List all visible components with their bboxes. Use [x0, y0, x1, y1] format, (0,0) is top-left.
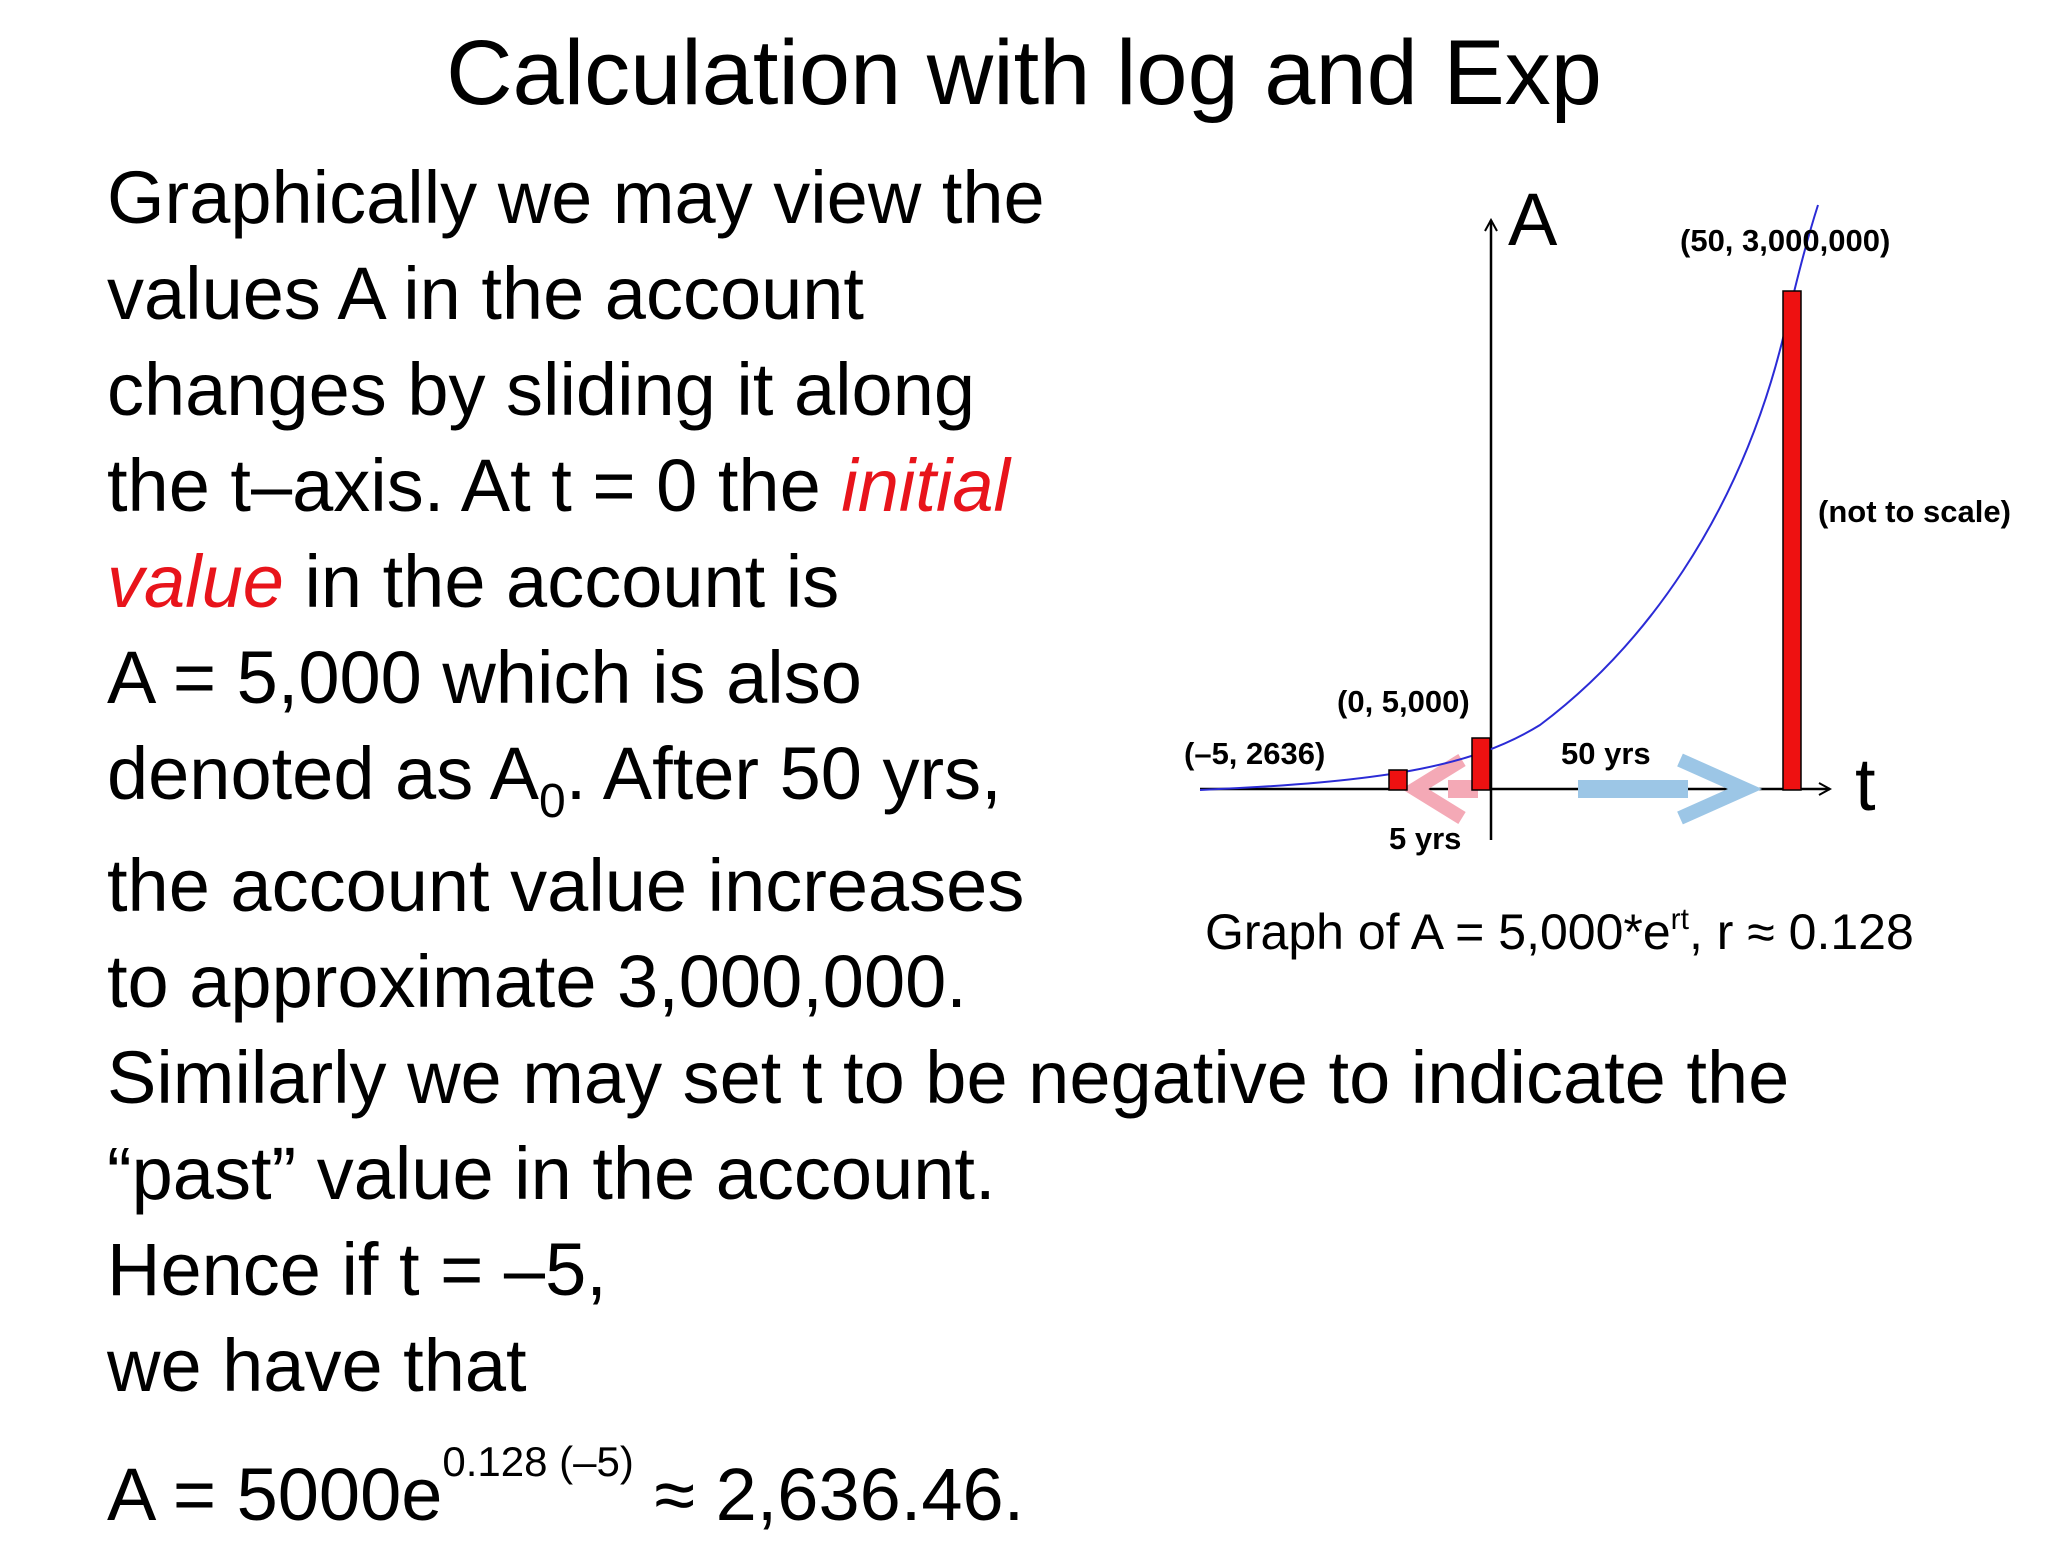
paragraph-line-14: A = 5000e0.128 (–5) ≈ 2,636.46.	[107, 1414, 1024, 1543]
value-bars	[1388, 290, 1802, 791]
caption-rate: , r ≈ 0.128	[1688, 904, 1914, 960]
paragraph-line-6: A = 5,000 which is also	[107, 636, 862, 719]
paragraph-line-10: Similarly we may set t to be negative to…	[107, 1036, 1790, 1119]
slide-title: Calculation with log and Exp	[446, 22, 1602, 124]
paragraph-line-4: the t–axis. At t = 0 the initial	[107, 438, 1010, 534]
paragraph-line-2: values A in the account	[107, 252, 864, 335]
initial-value-highlight-2: value	[107, 540, 284, 623]
bar-future	[1782, 290, 1802, 791]
point-initial-label: (0, 5,000)	[1337, 684, 1470, 719]
paragraph-line-8: the account value increases	[107, 844, 1025, 927]
paragraph-line-3: changes by sliding it along	[107, 348, 976, 431]
caption-exponent: rt	[1670, 903, 1689, 936]
line-5-text: in the account is	[283, 540, 840, 623]
formula-exponent: 0.128 (–5)	[442, 1438, 634, 1485]
fifty-years-label: 50 yrs	[1561, 736, 1651, 771]
a-zero-subscript: 0	[539, 775, 566, 828]
paragraph-line-13: we have that	[107, 1324, 527, 1407]
graph-caption: Graph of A = 5,000*ert, r ≈ 0.128	[1205, 890, 1914, 962]
paragraph-line-9: to approximate 3,000,000.	[107, 940, 967, 1023]
fifty-years-arrow	[1578, 753, 1763, 825]
a-axis-label: A	[1508, 178, 1558, 261]
growth-curve	[1199, 204, 1819, 791]
caption-text: Graph of A = 5,000*e	[1205, 904, 1671, 960]
formula-base: A = 5000e	[107, 1453, 443, 1536]
formula-result: ≈ 2,636.46.	[633, 1453, 1025, 1536]
not-to-scale-label: (not to scale)	[1818, 494, 2011, 529]
initial-value-highlight: initial	[841, 444, 1010, 527]
line-7-text: denoted as A	[107, 732, 540, 815]
paragraph-line-1: Graphically we may view the	[107, 156, 1045, 239]
five-years-label: 5 yrs	[1389, 821, 1461, 856]
point-future-label: (50, 3,000,000)	[1680, 223, 1890, 258]
t-axis-label: t	[1855, 743, 1876, 826]
bar-initial	[1471, 737, 1491, 791]
bar-past	[1388, 769, 1408, 791]
point-past-label: (–5, 2636)	[1184, 736, 1325, 771]
paragraph-line-12: Hence if t = –5,	[107, 1228, 607, 1311]
paragraph-line-11: “past” value in the account.	[107, 1132, 996, 1215]
line-7-text-post: . After 50 yrs,	[565, 732, 1002, 815]
paragraph-line-5: value in the account is	[107, 534, 839, 630]
line-4-text: the t–axis. At t = 0 the	[107, 444, 842, 527]
five-years-arrow	[1401, 754, 1478, 824]
paragraph-line-7: denoted as A0. After 50 yrs,	[107, 726, 1002, 850]
